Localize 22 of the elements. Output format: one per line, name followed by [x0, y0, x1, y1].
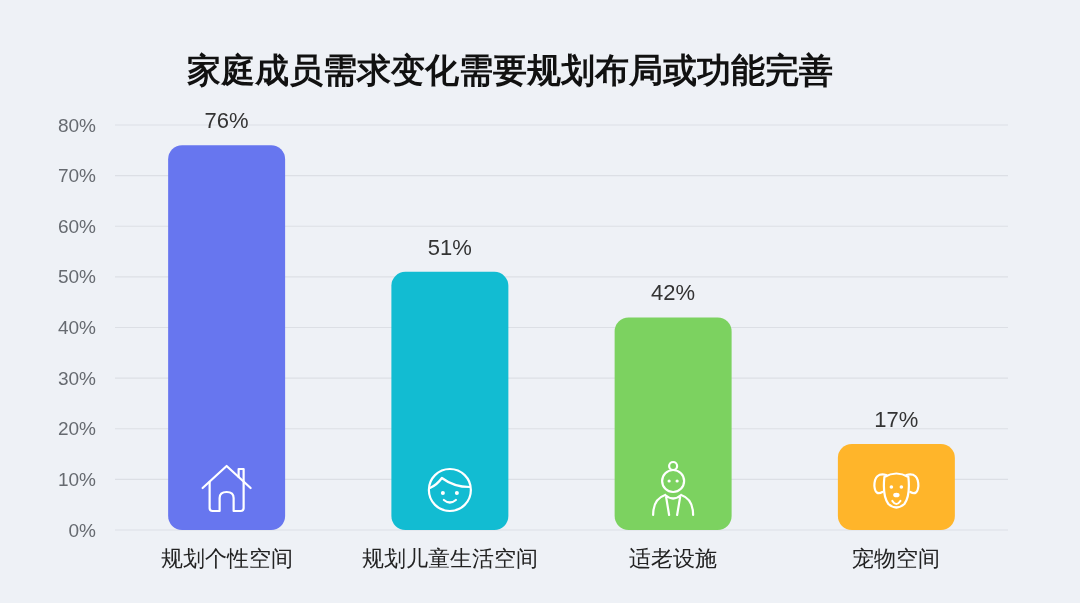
y-tick-label: 50% [57, 266, 97, 288]
bar [614, 317, 732, 530]
y-tick-label: 30% [57, 367, 97, 389]
y-tick-label: 10% [57, 468, 97, 490]
bar [837, 443, 955, 530]
x-tick-label: 宠物空间 [852, 546, 941, 571]
data-label: 51% [427, 234, 472, 260]
bar [168, 145, 286, 530]
bar [391, 271, 509, 530]
data-label: 76% [204, 108, 249, 134]
y-tick-label: 20% [57, 418, 97, 440]
y-tick-label: 80% [57, 114, 97, 136]
chart-title: 家庭成员需求变化需要规划布局或功能完善 [187, 51, 833, 89]
data-label: 17% [874, 406, 919, 432]
y-tick-label: 0% [68, 519, 97, 541]
y-tick-label: 60% [57, 215, 97, 237]
y-tick-label: 70% [57, 165, 97, 187]
x-tick-label: 规划儿童生活空间 [361, 546, 538, 571]
data-label: 42% [651, 280, 696, 306]
x-tick-label: 适老设施 [629, 546, 718, 571]
x-tick-label: 规划个性空间 [160, 546, 293, 571]
y-tick-label: 40% [57, 317, 97, 338]
